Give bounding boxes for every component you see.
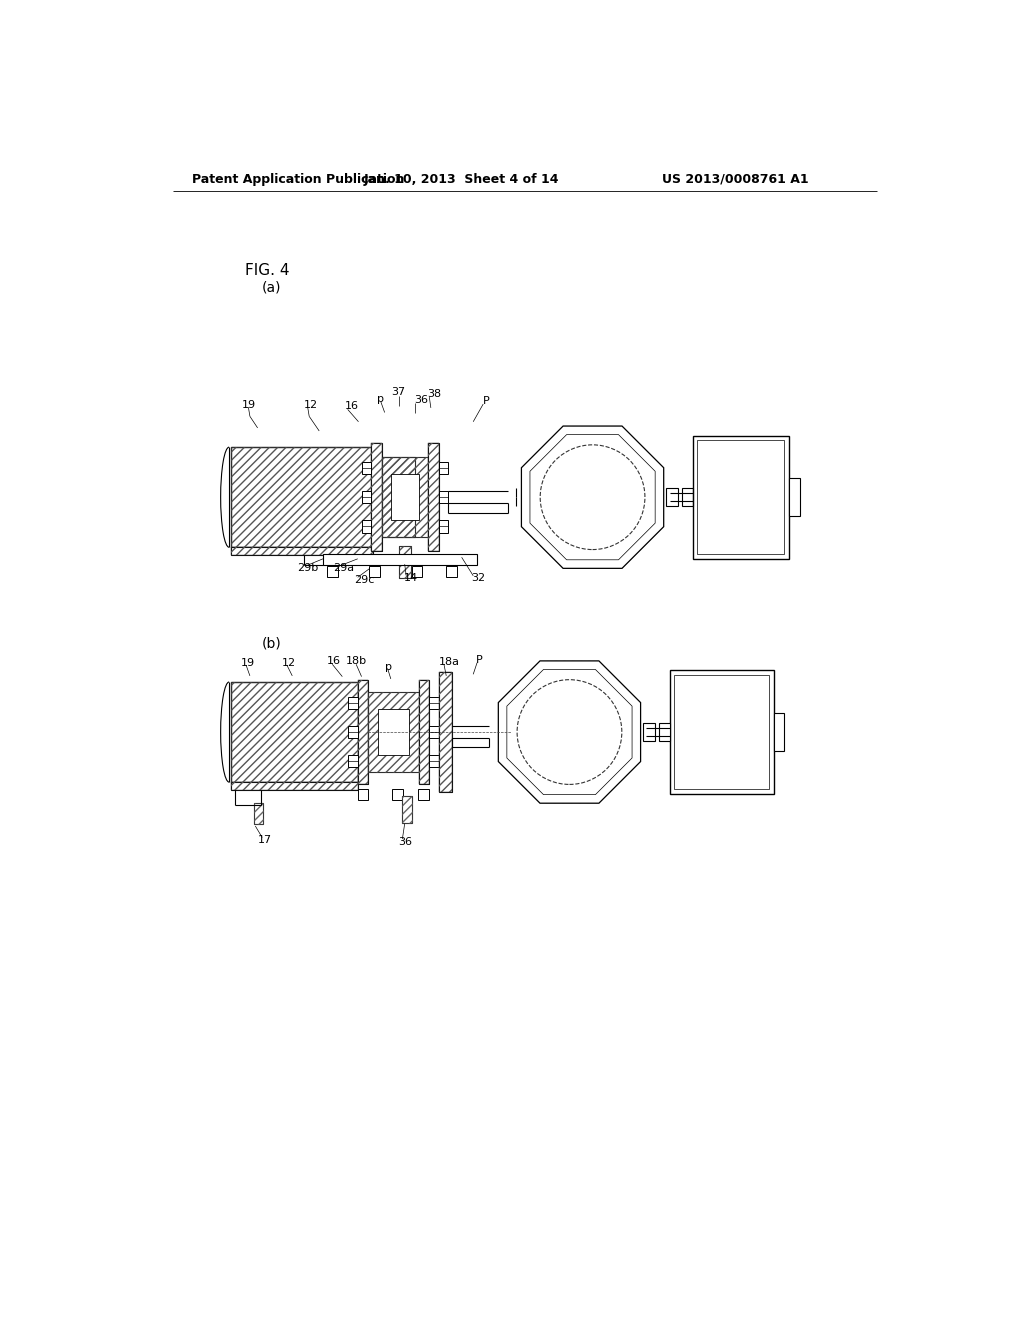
Bar bbox=[428, 444, 438, 552]
Bar bbox=[401, 796, 413, 822]
Bar bbox=[697, 441, 784, 554]
Bar bbox=[371, 444, 382, 552]
Text: Patent Application Publication: Patent Application Publication bbox=[193, 173, 404, 186]
Bar bbox=[361, 520, 371, 533]
Text: 16: 16 bbox=[327, 656, 341, 667]
Bar bbox=[230, 548, 373, 554]
Bar bbox=[788, 478, 800, 516]
Text: 29c: 29c bbox=[354, 574, 374, 585]
Text: US 2013/0008761 A1: US 2013/0008761 A1 bbox=[662, 173, 809, 186]
Text: p: p bbox=[385, 661, 391, 672]
Bar bbox=[370, 566, 380, 577]
Bar bbox=[773, 713, 784, 751]
Text: 12: 12 bbox=[282, 657, 296, 668]
Bar bbox=[419, 680, 429, 784]
Bar bbox=[438, 491, 447, 503]
Text: P: P bbox=[475, 656, 482, 665]
Text: p: p bbox=[377, 393, 384, 404]
Text: 14: 14 bbox=[403, 573, 418, 583]
Bar bbox=[438, 520, 447, 533]
Text: (a): (a) bbox=[261, 281, 281, 294]
Bar bbox=[446, 566, 457, 577]
Bar bbox=[373, 457, 416, 537]
Text: 18b: 18b bbox=[346, 656, 368, 667]
Bar bbox=[438, 672, 453, 792]
Text: 17: 17 bbox=[258, 834, 271, 845]
Bar bbox=[428, 444, 438, 552]
Text: 36: 36 bbox=[398, 837, 413, 847]
Bar bbox=[369, 692, 419, 772]
Bar bbox=[361, 491, 371, 503]
Text: 12: 12 bbox=[304, 400, 317, 409]
Bar bbox=[398, 545, 411, 578]
Bar bbox=[348, 755, 357, 767]
Bar bbox=[230, 781, 357, 789]
Text: 38: 38 bbox=[427, 389, 441, 399]
Bar bbox=[666, 488, 678, 507]
Bar bbox=[392, 789, 403, 800]
Bar bbox=[230, 447, 373, 548]
Text: 19: 19 bbox=[241, 657, 255, 668]
Bar bbox=[378, 709, 410, 755]
Bar bbox=[348, 726, 357, 738]
Bar bbox=[391, 474, 419, 520]
Bar bbox=[371, 444, 382, 552]
Bar bbox=[230, 447, 373, 548]
Bar bbox=[670, 671, 773, 793]
Bar bbox=[412, 566, 422, 577]
Text: 29a: 29a bbox=[333, 564, 354, 573]
Bar bbox=[323, 554, 477, 565]
Bar bbox=[382, 457, 428, 537]
Polygon shape bbox=[521, 426, 664, 569]
Bar bbox=[398, 545, 411, 578]
Bar bbox=[230, 781, 357, 789]
Bar bbox=[382, 457, 428, 537]
Bar bbox=[401, 796, 413, 822]
Bar bbox=[357, 680, 369, 784]
Text: 36: 36 bbox=[414, 395, 428, 405]
Bar bbox=[230, 682, 357, 781]
Bar bbox=[418, 789, 429, 800]
Bar bbox=[254, 803, 263, 825]
Text: 32: 32 bbox=[472, 573, 485, 583]
Bar bbox=[327, 566, 338, 577]
Bar bbox=[373, 457, 416, 537]
Bar bbox=[429, 726, 438, 738]
Bar bbox=[438, 672, 453, 792]
Bar bbox=[438, 462, 447, 474]
Bar bbox=[348, 697, 357, 709]
Text: 19: 19 bbox=[243, 400, 256, 409]
Text: 18a: 18a bbox=[438, 657, 460, 667]
Text: 16: 16 bbox=[345, 401, 358, 412]
Bar bbox=[674, 675, 769, 789]
Bar bbox=[357, 789, 369, 800]
Bar bbox=[658, 723, 670, 742]
Text: FIG. 4: FIG. 4 bbox=[245, 263, 289, 277]
Bar bbox=[643, 723, 655, 742]
Text: 37: 37 bbox=[391, 388, 406, 397]
Bar bbox=[429, 697, 438, 709]
Bar bbox=[357, 680, 369, 784]
Bar bbox=[429, 755, 438, 767]
Text: (b): (b) bbox=[261, 636, 282, 651]
Text: 29b: 29b bbox=[297, 564, 318, 573]
Bar bbox=[419, 680, 429, 784]
Bar bbox=[254, 803, 263, 825]
Bar bbox=[230, 548, 373, 554]
Bar bbox=[369, 692, 419, 772]
Text: Jan. 10, 2013  Sheet 4 of 14: Jan. 10, 2013 Sheet 4 of 14 bbox=[364, 173, 559, 186]
Bar bbox=[361, 462, 371, 474]
Bar bbox=[692, 436, 788, 558]
Text: P: P bbox=[482, 396, 489, 407]
Polygon shape bbox=[499, 661, 641, 803]
Bar bbox=[682, 488, 692, 507]
Bar bbox=[230, 682, 357, 781]
